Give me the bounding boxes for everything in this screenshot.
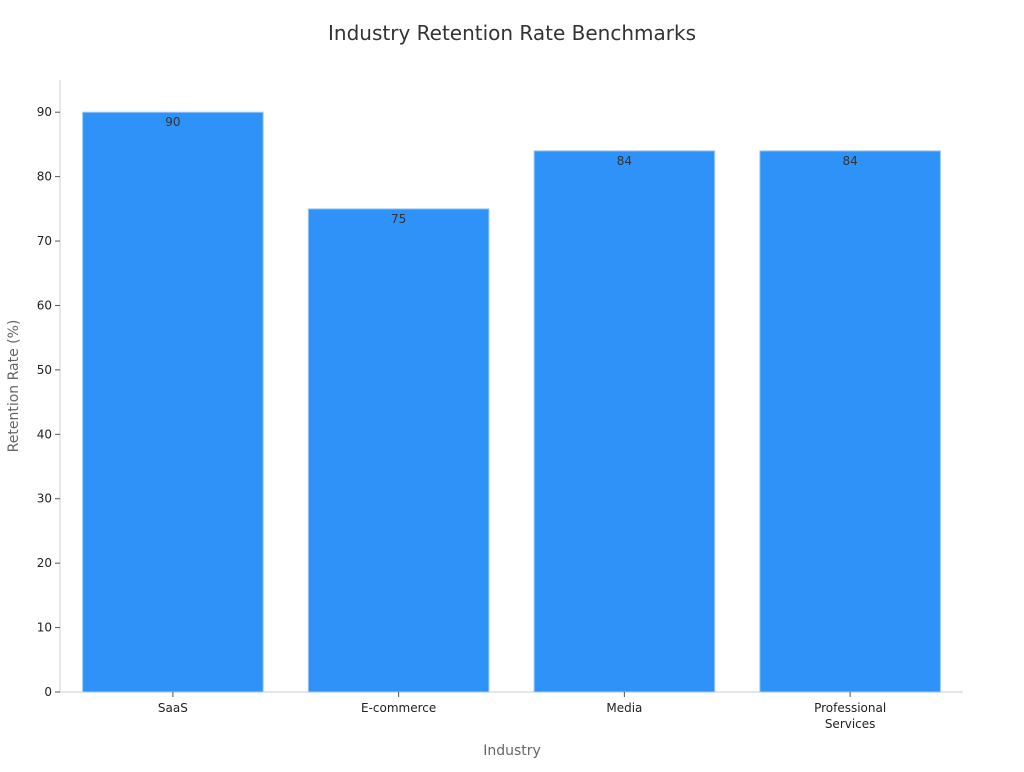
bar-value-label: 84 bbox=[842, 154, 857, 168]
bar bbox=[759, 150, 941, 693]
x-tick-label: Professional Services bbox=[814, 701, 886, 731]
y-tick-label: 0 bbox=[44, 685, 52, 699]
y-tick-label: 80 bbox=[37, 170, 52, 184]
chart-title: Industry Retention Rate Benchmarks bbox=[328, 21, 696, 45]
x-tick-label: Media bbox=[606, 701, 642, 715]
x-tick-label: E-commerce bbox=[361, 701, 436, 715]
bar-value-label: 84 bbox=[617, 154, 632, 168]
bar-value-label: 90 bbox=[165, 115, 180, 129]
plot-area: 0 10 20 30 40 50 60 70 80 90 90 SaaS 75 E-commerce 84 M… bbox=[37, 80, 963, 731]
bar bbox=[307, 208, 490, 693]
y-tick-label: 50 bbox=[37, 363, 52, 377]
y-tick-label: 30 bbox=[37, 492, 52, 506]
y-tick-label: 90 bbox=[37, 105, 52, 119]
y-tick-label: 20 bbox=[37, 556, 52, 570]
y-axis-label: Retention Rate (%) bbox=[6, 320, 22, 453]
bar-value-label: 75 bbox=[391, 212, 406, 226]
x-axis-label: Industry bbox=[483, 743, 541, 759]
bar bbox=[82, 111, 264, 693]
y-tick-label: 40 bbox=[37, 427, 52, 441]
x-tick-label: SaaS bbox=[158, 701, 188, 715]
y-tick-label: 60 bbox=[37, 298, 52, 312]
y-tick-label: 70 bbox=[37, 234, 52, 248]
bar bbox=[533, 150, 716, 693]
y-tick-label: 10 bbox=[37, 621, 52, 635]
